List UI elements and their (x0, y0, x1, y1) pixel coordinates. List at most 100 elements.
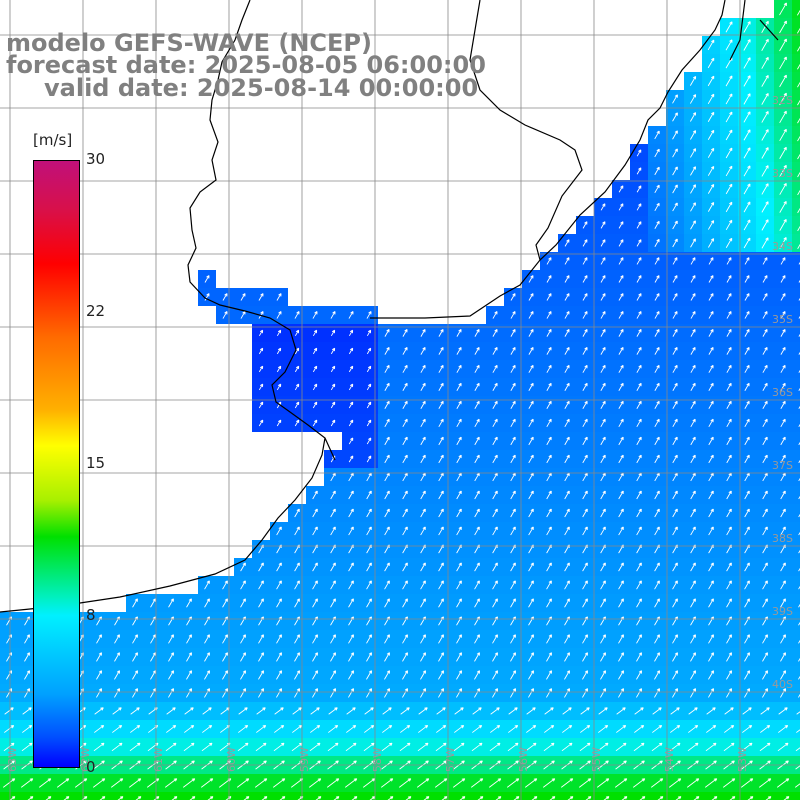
wind-arrow (384, 364, 390, 373)
wind-arrow (687, 742, 699, 752)
wind-arrow (744, 400, 750, 409)
lat-label: 39S (772, 605, 793, 618)
wind-arrow (780, 436, 786, 446)
wind-arrow (528, 526, 534, 536)
wind-cell (630, 792, 648, 800)
wind-arrow (794, 783, 800, 788)
wind-arrow (402, 670, 408, 680)
wind-arrow (654, 490, 660, 500)
lat-label: 33S (772, 167, 793, 180)
wind-arrow (743, 93, 751, 105)
wind-arrow (798, 675, 800, 680)
wind-cell (180, 792, 198, 800)
wind-arrow (546, 293, 552, 301)
wind-arrow (761, 111, 769, 123)
wind-arrow (344, 778, 358, 788)
wind-arrow (164, 778, 178, 788)
wind-arrow (546, 652, 552, 662)
wind-arrow (276, 580, 282, 590)
wind-arrow (150, 670, 156, 680)
wind-arrow (690, 400, 696, 409)
wind-arrow (780, 580, 786, 590)
wind-arrow (276, 634, 282, 644)
wind-arrow (672, 364, 678, 373)
wind-cell (792, 18, 800, 36)
wind-arrow (261, 796, 268, 800)
wind-arrow (618, 239, 624, 247)
wind-arrow (652, 725, 663, 733)
wind-arrow (762, 688, 769, 698)
wind-arrow (238, 725, 249, 733)
wind-arrow (780, 400, 786, 409)
wind-arrow (510, 382, 516, 391)
wind-arrow (94, 725, 105, 733)
wind-arrow (654, 329, 660, 337)
wind-arrow (240, 670, 246, 680)
wind-arrow (708, 634, 714, 644)
model-title: modelo GEFS-WAVE (NCEP) (6, 29, 372, 57)
wind-arrow (348, 670, 354, 680)
wind-arrow (459, 796, 466, 800)
wind-arrow (384, 436, 390, 446)
wind-arrow (726, 329, 732, 337)
lon-label: 60W (225, 747, 238, 772)
wind-arrow (776, 778, 790, 788)
wind-arrow (582, 634, 588, 644)
wind-arrow (762, 598, 768, 608)
wind-arrow (707, 183, 715, 194)
wind-arrow (132, 598, 138, 608)
wind-arrow (636, 454, 642, 464)
wind-arrow (456, 562, 462, 572)
wind-arrow (492, 364, 498, 373)
wind-cell (792, 774, 800, 792)
wind-arrow (708, 329, 714, 337)
lon-label: 61W (152, 747, 165, 772)
wind-cell (792, 486, 800, 504)
wind-arrow (492, 670, 498, 680)
wind-arrow (797, 81, 800, 88)
wind-arrow (382, 725, 393, 733)
wind-arrow (600, 418, 606, 428)
wind-arrow (256, 707, 266, 715)
wind-cell (522, 792, 540, 800)
wind-arrow (762, 311, 768, 319)
wind-arrow (600, 580, 606, 590)
wind-arrow (726, 580, 732, 590)
wind-arrow (74, 778, 88, 788)
wind-arrow (420, 418, 426, 428)
wind-arrow (744, 490, 750, 500)
wind-arrow (672, 418, 678, 428)
wind-arrow (708, 238, 715, 248)
wind-cell (792, 252, 800, 270)
wind-arrow (294, 562, 300, 572)
wind-arrow (762, 400, 768, 409)
wind-arrow (582, 598, 588, 608)
wind-arrow (708, 598, 714, 608)
wind-arrow (582, 562, 588, 572)
wind-arrow (438, 652, 444, 662)
wind-arrow (654, 400, 660, 409)
wind-arrow (441, 796, 448, 800)
wind-arrow (384, 508, 390, 518)
wind-arrow (135, 796, 142, 800)
wind-arrow (708, 652, 714, 662)
wind-arrow (348, 634, 354, 644)
wind-cell (792, 126, 800, 144)
lat-label: 40S (772, 678, 793, 691)
wind-arrow (384, 382, 390, 391)
wind-arrow (132, 688, 139, 698)
wind-arrow (654, 436, 660, 446)
wind-cell (792, 738, 800, 756)
wind-arrow (708, 364, 714, 373)
wind-arrow (582, 382, 588, 391)
wind-arrow (707, 165, 715, 176)
wind-arrow (351, 796, 358, 800)
wind-arrow (312, 652, 318, 662)
wind-cell (684, 792, 702, 800)
wind-arrow (744, 580, 750, 590)
wind-arrow (96, 634, 102, 644)
wind-arrow (276, 652, 282, 662)
wind-cell (792, 36, 800, 54)
wind-arrow (456, 634, 462, 644)
wind-arrow (743, 129, 751, 141)
